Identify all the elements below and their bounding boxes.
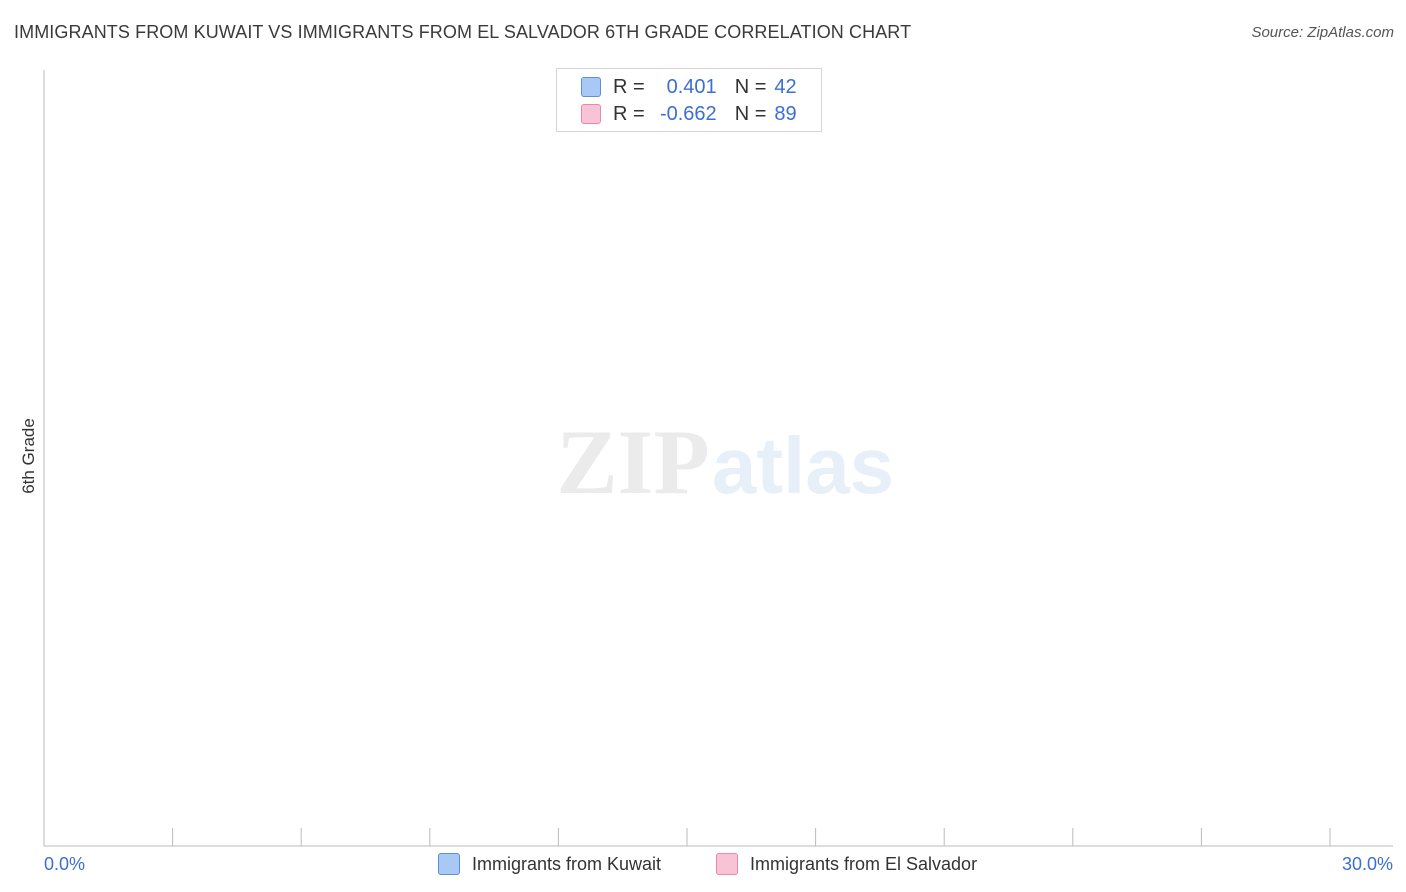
salvador-legend-label: Immigrants from El Salvador bbox=[750, 853, 978, 874]
legend-n-label: N = bbox=[734, 102, 767, 125]
legend-row-el-salvador: R = -0.662 N = 89 bbox=[581, 102, 797, 126]
correlation-legend: R = 0.401 N = 42 R = -0.662 N = 89 bbox=[556, 68, 822, 132]
kuwait-legend-swatch bbox=[438, 853, 460, 875]
legend-row-kuwait: R = 0.401 N = 42 bbox=[581, 75, 797, 99]
legend-r-value: 0.401 bbox=[666, 75, 717, 98]
legend-r-label: R = bbox=[613, 102, 645, 125]
salvador-swatch bbox=[581, 104, 601, 124]
legend-n-value: 89 bbox=[774, 102, 797, 125]
x-tick-label-max: 30.0% bbox=[1342, 854, 1393, 874]
legend-n-value: 42 bbox=[774, 75, 797, 98]
source-credit: Source: ZipAtlas.com bbox=[1251, 24, 1394, 41]
kuwait-legend-label: Immigrants from Kuwait bbox=[472, 853, 662, 874]
watermark-zip: ZIP bbox=[556, 411, 709, 513]
axes bbox=[43, 70, 1393, 847]
legend-r-value: -0.662 bbox=[659, 102, 717, 125]
watermark-atlas: atlas bbox=[712, 421, 894, 510]
x-tick-label-min: 0.0% bbox=[44, 854, 85, 874]
legend-r-label: R = bbox=[613, 75, 645, 98]
chart-title: IMMIGRANTS FROM KUWAIT VS IMMIGRANTS FRO… bbox=[14, 22, 912, 42]
bottom-legend-kuwait: Immigrants from Kuwait bbox=[438, 852, 661, 876]
legend-n-label: N = bbox=[734, 75, 767, 98]
kuwait-swatch bbox=[581, 77, 601, 97]
y-axis-label: 6th Grade bbox=[19, 418, 38, 494]
bottom-legend-el-salvador: Immigrants from El Salvador bbox=[716, 852, 977, 876]
salvador-legend-swatch bbox=[716, 853, 738, 875]
